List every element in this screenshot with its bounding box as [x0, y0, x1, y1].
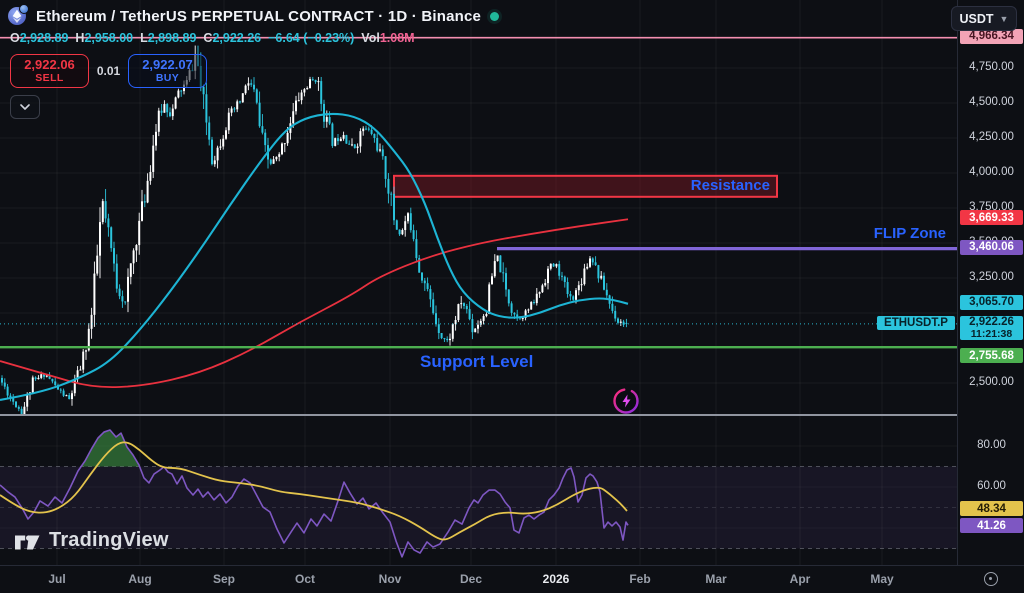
time-axis-label: Sep [212, 572, 236, 586]
currency-dropdown[interactable]: USDT ▼ [951, 6, 1017, 31]
rsi-pane-canvas[interactable] [0, 415, 957, 565]
rsi-tick-label: 80.00 [977, 439, 1006, 451]
ethereum-logo-icon [8, 4, 29, 26]
last-price-value: 2,922.26 [969, 315, 1014, 328]
price-tick-label: 3,750.00 [969, 201, 1014, 213]
close-value: 2,922.26 [212, 31, 262, 45]
price-tick-label: 4,500.00 [969, 96, 1014, 108]
spread-value: 0.01 [96, 64, 121, 78]
time-axis-label: Feb [629, 572, 651, 586]
low-value: 2,898.89 [147, 31, 197, 45]
symbol-title[interactable]: Ethereum / TetherUS PERPETUAL CONTRACT ·… [36, 7, 482, 25]
price-tick-label: 4,250.00 [969, 131, 1014, 143]
time-axis-label: Aug [128, 572, 152, 586]
market-status-dot-icon[interactable] [490, 11, 500, 21]
symbol-header: Ethereum / TetherUS PERPETUAL CONTRACT ·… [8, 4, 500, 26]
time-axis-label: Dec [459, 572, 483, 586]
tradingview-watermark: TradingView [14, 529, 169, 552]
high-value: 2,958.00 [84, 31, 134, 45]
flip-zone-label[interactable]: FLIP Zone [873, 225, 946, 242]
time-axis-label: Oct [294, 572, 316, 586]
chevron-down-icon [20, 104, 30, 110]
time-axis-label: Apr [789, 572, 811, 586]
low-label: L [140, 31, 148, 45]
chevron-down-icon: ▼ [999, 13, 1009, 24]
high-label: H [75, 31, 85, 45]
buy-label: BUY [155, 72, 180, 85]
volume-label: Vol [361, 31, 380, 45]
red-ma-line [0, 218, 629, 389]
rsi-value-chip-rsi: 41.26 [960, 518, 1023, 533]
tradingview-logo-icon [15, 535, 40, 550]
time-axis-label: May [870, 572, 894, 586]
close-label: C [203, 31, 213, 45]
time-axis[interactable]: Jul Aug Sep Oct Nov Dec 2026 Feb Mar Apr May [0, 565, 1024, 593]
buy-price: 2,922.07 [142, 56, 193, 72]
cyan-ma-line [0, 112, 629, 401]
change-value: −6.64 (−0.23%) [268, 31, 355, 45]
symbol-price-tag: ETHUSDT.P [877, 316, 955, 330]
price-axis[interactable]: 2,922.26 11:21:38 4,750.00 4,500.00 4,250.… [957, 0, 1024, 565]
magic-ai-button[interactable] [612, 387, 640, 415]
time-axis-label: 2026 [542, 572, 570, 586]
price-label-chip-ath: 4,966.34 [960, 28, 1023, 44]
price-label-chip-flip: 3,460.06 [960, 239, 1023, 255]
sell-button[interactable]: 2,922.06 SELL [10, 54, 89, 88]
open-value: 2,928.89 [19, 31, 69, 45]
resistance-zone-box[interactable] [393, 174, 778, 198]
buy-button[interactable]: 2,922.07 BUY [128, 54, 207, 88]
time-settings-icon[interactable] [984, 572, 998, 586]
candles-group [1, 45, 628, 415]
price-label-chip-ma-slow: 3,669.33 [960, 210, 1023, 226]
price-label-chip-ma-fast: 3,065.70 [960, 294, 1023, 310]
rsi-ma-line [0, 441, 628, 541]
time-axis-label: Nov [378, 572, 402, 586]
price-tick-label: 4,000.00 [969, 166, 1014, 178]
price-tick-label: 4,750.00 [969, 61, 1014, 73]
currency-value: USDT [959, 11, 994, 26]
time-axis-label: Jul [48, 572, 66, 586]
trade-panel: 2,922.06 SELL 0.01 2,922.07 BUY [10, 54, 207, 88]
open-label: O [10, 31, 20, 45]
bar-countdown: 11:21:38 [970, 327, 1013, 340]
lightning-bolt-icon [622, 394, 631, 408]
rsi-tick-label: 60.00 [977, 480, 1006, 492]
price-chart-canvas[interactable] [0, 0, 957, 415]
last-price-countdown-chip: 2,922.26 11:21:38 [960, 315, 1023, 340]
rsi-value-chip-rsi-ma: 48.34 [960, 501, 1023, 516]
collapse-panel-button[interactable] [10, 95, 40, 119]
tradingview-brand-text: TradingView [49, 529, 169, 551]
price-tick-label: 2,500.00 [969, 376, 1014, 388]
price-label-chip-support: 2,755.68 [960, 348, 1023, 364]
resistance-zone-label[interactable]: Resistance [690, 177, 770, 194]
pane-separator[interactable] [0, 414, 957, 416]
ohlc-readout: O2,928.89 H2,958.00 L2,898.89 C2,922.26 … [10, 31, 415, 45]
support-level-label[interactable]: Support Level [420, 352, 534, 371]
rsi-overbought-fill [81, 430, 140, 467]
sell-label: SELL [35, 72, 64, 85]
price-tick-label: 3,250.00 [969, 271, 1014, 283]
time-axis-label: Mar [705, 572, 727, 586]
sell-price: 2,922.06 [24, 56, 75, 72]
volume-value: 1.08M [379, 31, 415, 45]
